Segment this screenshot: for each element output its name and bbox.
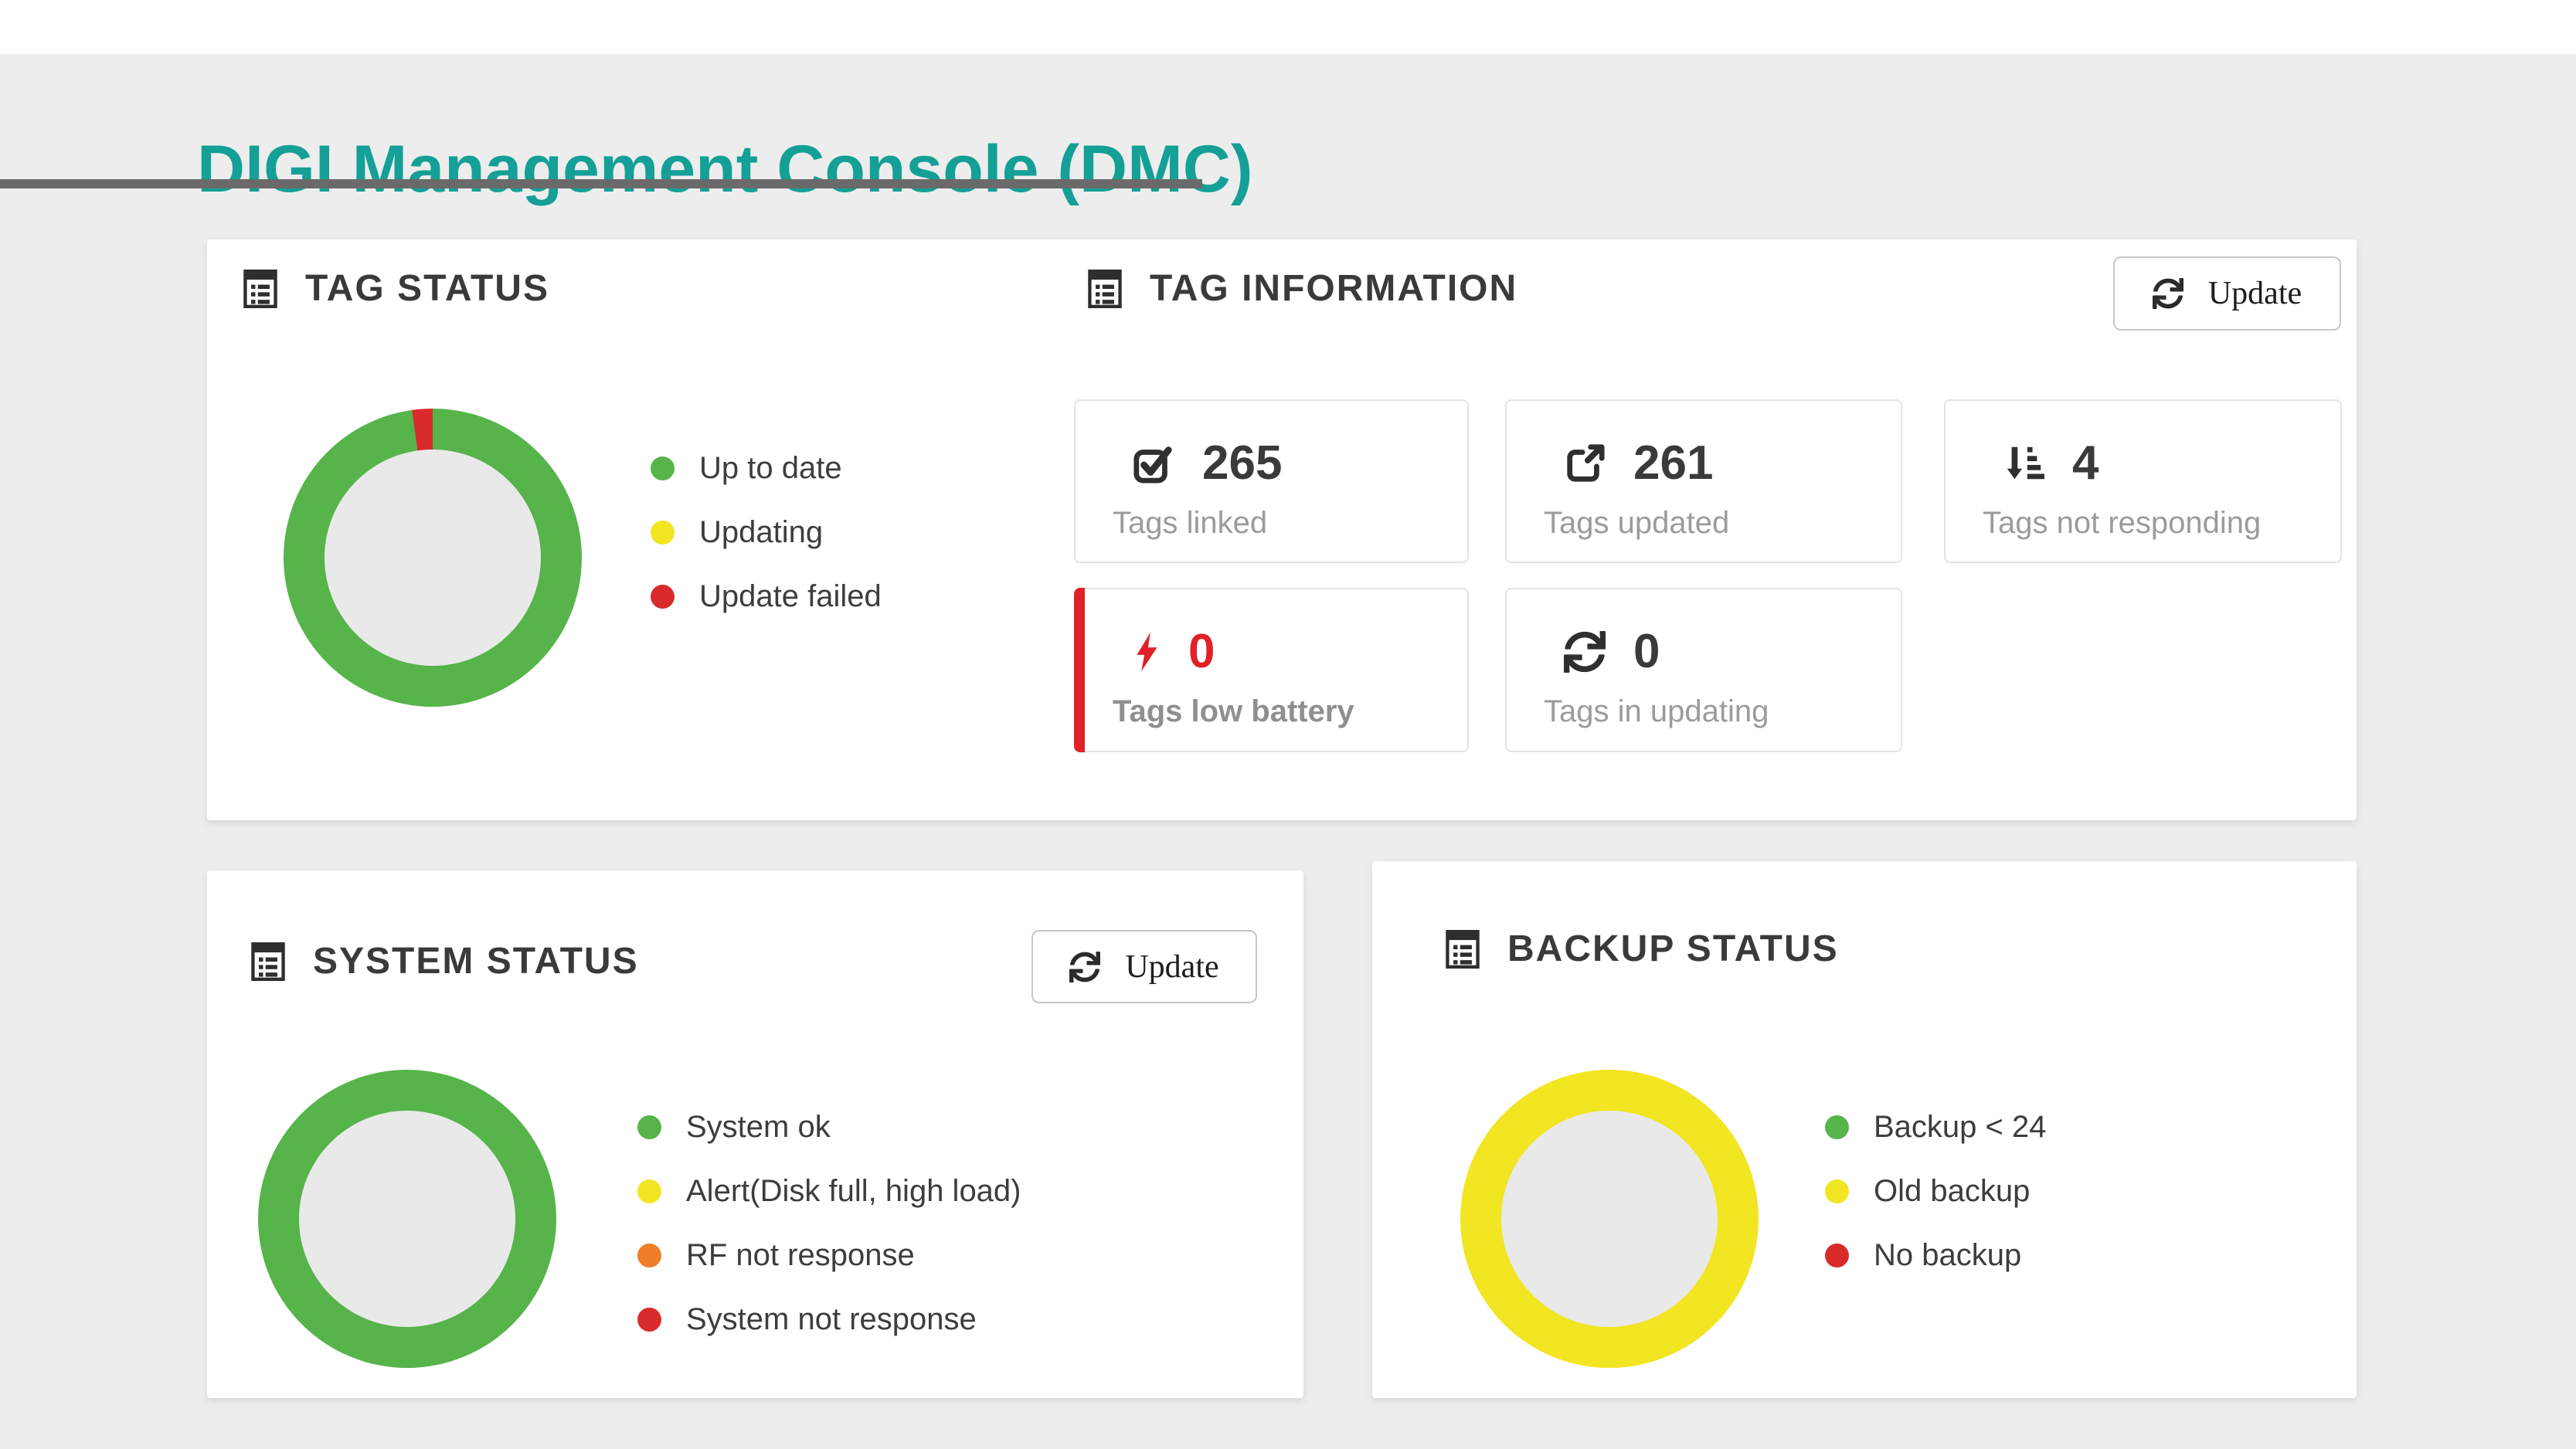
tag-status-legend: Up to date Updating Update failed (651, 450, 882, 646)
stat-label: Tags not responding (1983, 506, 2262, 540)
system-status-donut-chart (258, 1070, 556, 1368)
legend-item: Old backup (1825, 1173, 2047, 1208)
tag-status-donut-chart (284, 409, 582, 707)
stat-label: Tags updated (1544, 506, 1730, 540)
update-button-label: Update (1125, 948, 1219, 985)
refresh-icon (1069, 951, 1101, 982)
stat-card-top: 261 (1564, 439, 1901, 487)
legend-dot (651, 520, 675, 545)
stat-card-tags-in-updating: 0 Tags in updating (1505, 588, 1902, 752)
stat-label: Tags in updating (1544, 694, 1769, 728)
legend-dot (637, 1115, 661, 1139)
legend-dot (637, 1179, 661, 1203)
backup-status-panel: BACKUP STATUS Backup < 24 Old backup No … (1372, 861, 2357, 1398)
update-button-label: Update (2207, 276, 2302, 311)
tag-information-header: TAG INFORMATION (1088, 267, 1517, 310)
legend-item: Alert(Disk full, high load) (637, 1173, 1021, 1208)
legend-label: Updating (699, 514, 824, 549)
donut-hole (1501, 1111, 1718, 1327)
legend-item: Backup < 24 (1825, 1109, 2047, 1144)
system-status-update-button[interactable]: Update (1031, 930, 1257, 1003)
stat-value: 265 (1202, 436, 1283, 490)
legend-label: RF not response (686, 1237, 915, 1272)
legend-label: Up to date (699, 450, 842, 485)
tag-information-title: TAG INFORMATION (1150, 268, 1518, 309)
stat-card-tags-low-battery: 0 Tags low battery (1074, 588, 1469, 752)
legend-item: System ok (637, 1109, 1021, 1144)
stat-card-tags-updated: 261 Tags updated (1505, 399, 1902, 563)
legend-label: System not response (686, 1301, 977, 1336)
tag-status-title: TAG STATUS (305, 268, 549, 309)
tag-status-header: TAG STATUS (243, 267, 549, 310)
sort-amount-icon (2003, 443, 2044, 484)
tag-information-update-button[interactable]: Update (2113, 256, 2341, 331)
top-white-band (0, 0, 2576, 54)
legend-label: Update failed (699, 579, 882, 613)
backup-status-title: BACKUP STATUS (1507, 928, 1839, 969)
legend-dot (651, 456, 675, 480)
backup-status-header: BACKUP STATUS (1446, 928, 1839, 970)
list-icon (243, 270, 277, 308)
legend-label: Backup < 24 (1874, 1109, 2047, 1144)
stat-card-top: 0 (1564, 628, 1901, 676)
stat-label: Tags linked (1113, 506, 1268, 540)
stat-card-tags-linked: 265 Tags linked (1074, 399, 1469, 563)
title-underline-rule (0, 179, 1202, 188)
stat-card-top: 4 (2003, 439, 2340, 487)
share-square-icon (1564, 443, 1606, 484)
alert-accent-stripe (1074, 588, 1085, 752)
legend-label: No backup (1874, 1237, 2022, 1272)
legend-label: Old backup (1874, 1173, 2031, 1208)
check-square-icon (1133, 443, 1174, 484)
legend-dot (1825, 1115, 1849, 1139)
sync-icon (1564, 631, 1606, 673)
legend-dot (1825, 1243, 1849, 1267)
stat-value: 4 (2072, 436, 2099, 490)
stat-card-top: 0 (1133, 628, 1467, 676)
system-status-header: SYSTEM STATUS (251, 940, 639, 982)
system-status-title: SYSTEM STATUS (313, 941, 639, 982)
legend-dot (637, 1243, 661, 1267)
stat-value: 0 (1633, 625, 1660, 678)
list-icon (251, 942, 285, 981)
donut-hole (299, 1111, 515, 1327)
legend-dot (637, 1307, 661, 1332)
backup-status-legend: Backup < 24 Old backup No backup (1825, 1109, 2047, 1305)
tag-panel: TAG STATUS TAG INFORMATION Update Up to … (207, 239, 2357, 820)
legend-item: No backup (1825, 1237, 2047, 1272)
legend-item: Updating (651, 514, 882, 549)
legend-label: Alert(Disk full, high load) (686, 1173, 1021, 1208)
legend-item: Up to date (651, 450, 882, 485)
stat-value: 0 (1188, 625, 1215, 678)
system-status-legend: System ok Alert(Disk full, high load) RF… (637, 1109, 1021, 1369)
legend-label: System ok (686, 1109, 831, 1144)
page-title: DIGI Management Console (DMC) (197, 131, 1253, 206)
stat-card-tags-not-responding: 4 Tags not responding (1944, 399, 2342, 563)
legend-dot (1825, 1179, 1849, 1203)
legend-item: RF not response (637, 1237, 1021, 1272)
list-icon (1088, 270, 1122, 308)
refresh-icon (2152, 278, 2183, 309)
donut-hole (325, 450, 541, 666)
legend-dot (651, 584, 675, 609)
stat-label: Tags low battery (1113, 694, 1354, 728)
backup-status-donut-chart (1460, 1070, 1759, 1368)
system-status-panel: SYSTEM STATUS Update System ok Alert(Dis… (207, 870, 1303, 1398)
legend-item: System not response (637, 1301, 1021, 1336)
stat-value: 261 (1633, 436, 1714, 490)
legend-item: Update failed (651, 579, 882, 613)
list-icon (1446, 930, 1480, 969)
stat-card-top: 265 (1133, 439, 1467, 487)
bolt-icon (1137, 632, 1157, 672)
